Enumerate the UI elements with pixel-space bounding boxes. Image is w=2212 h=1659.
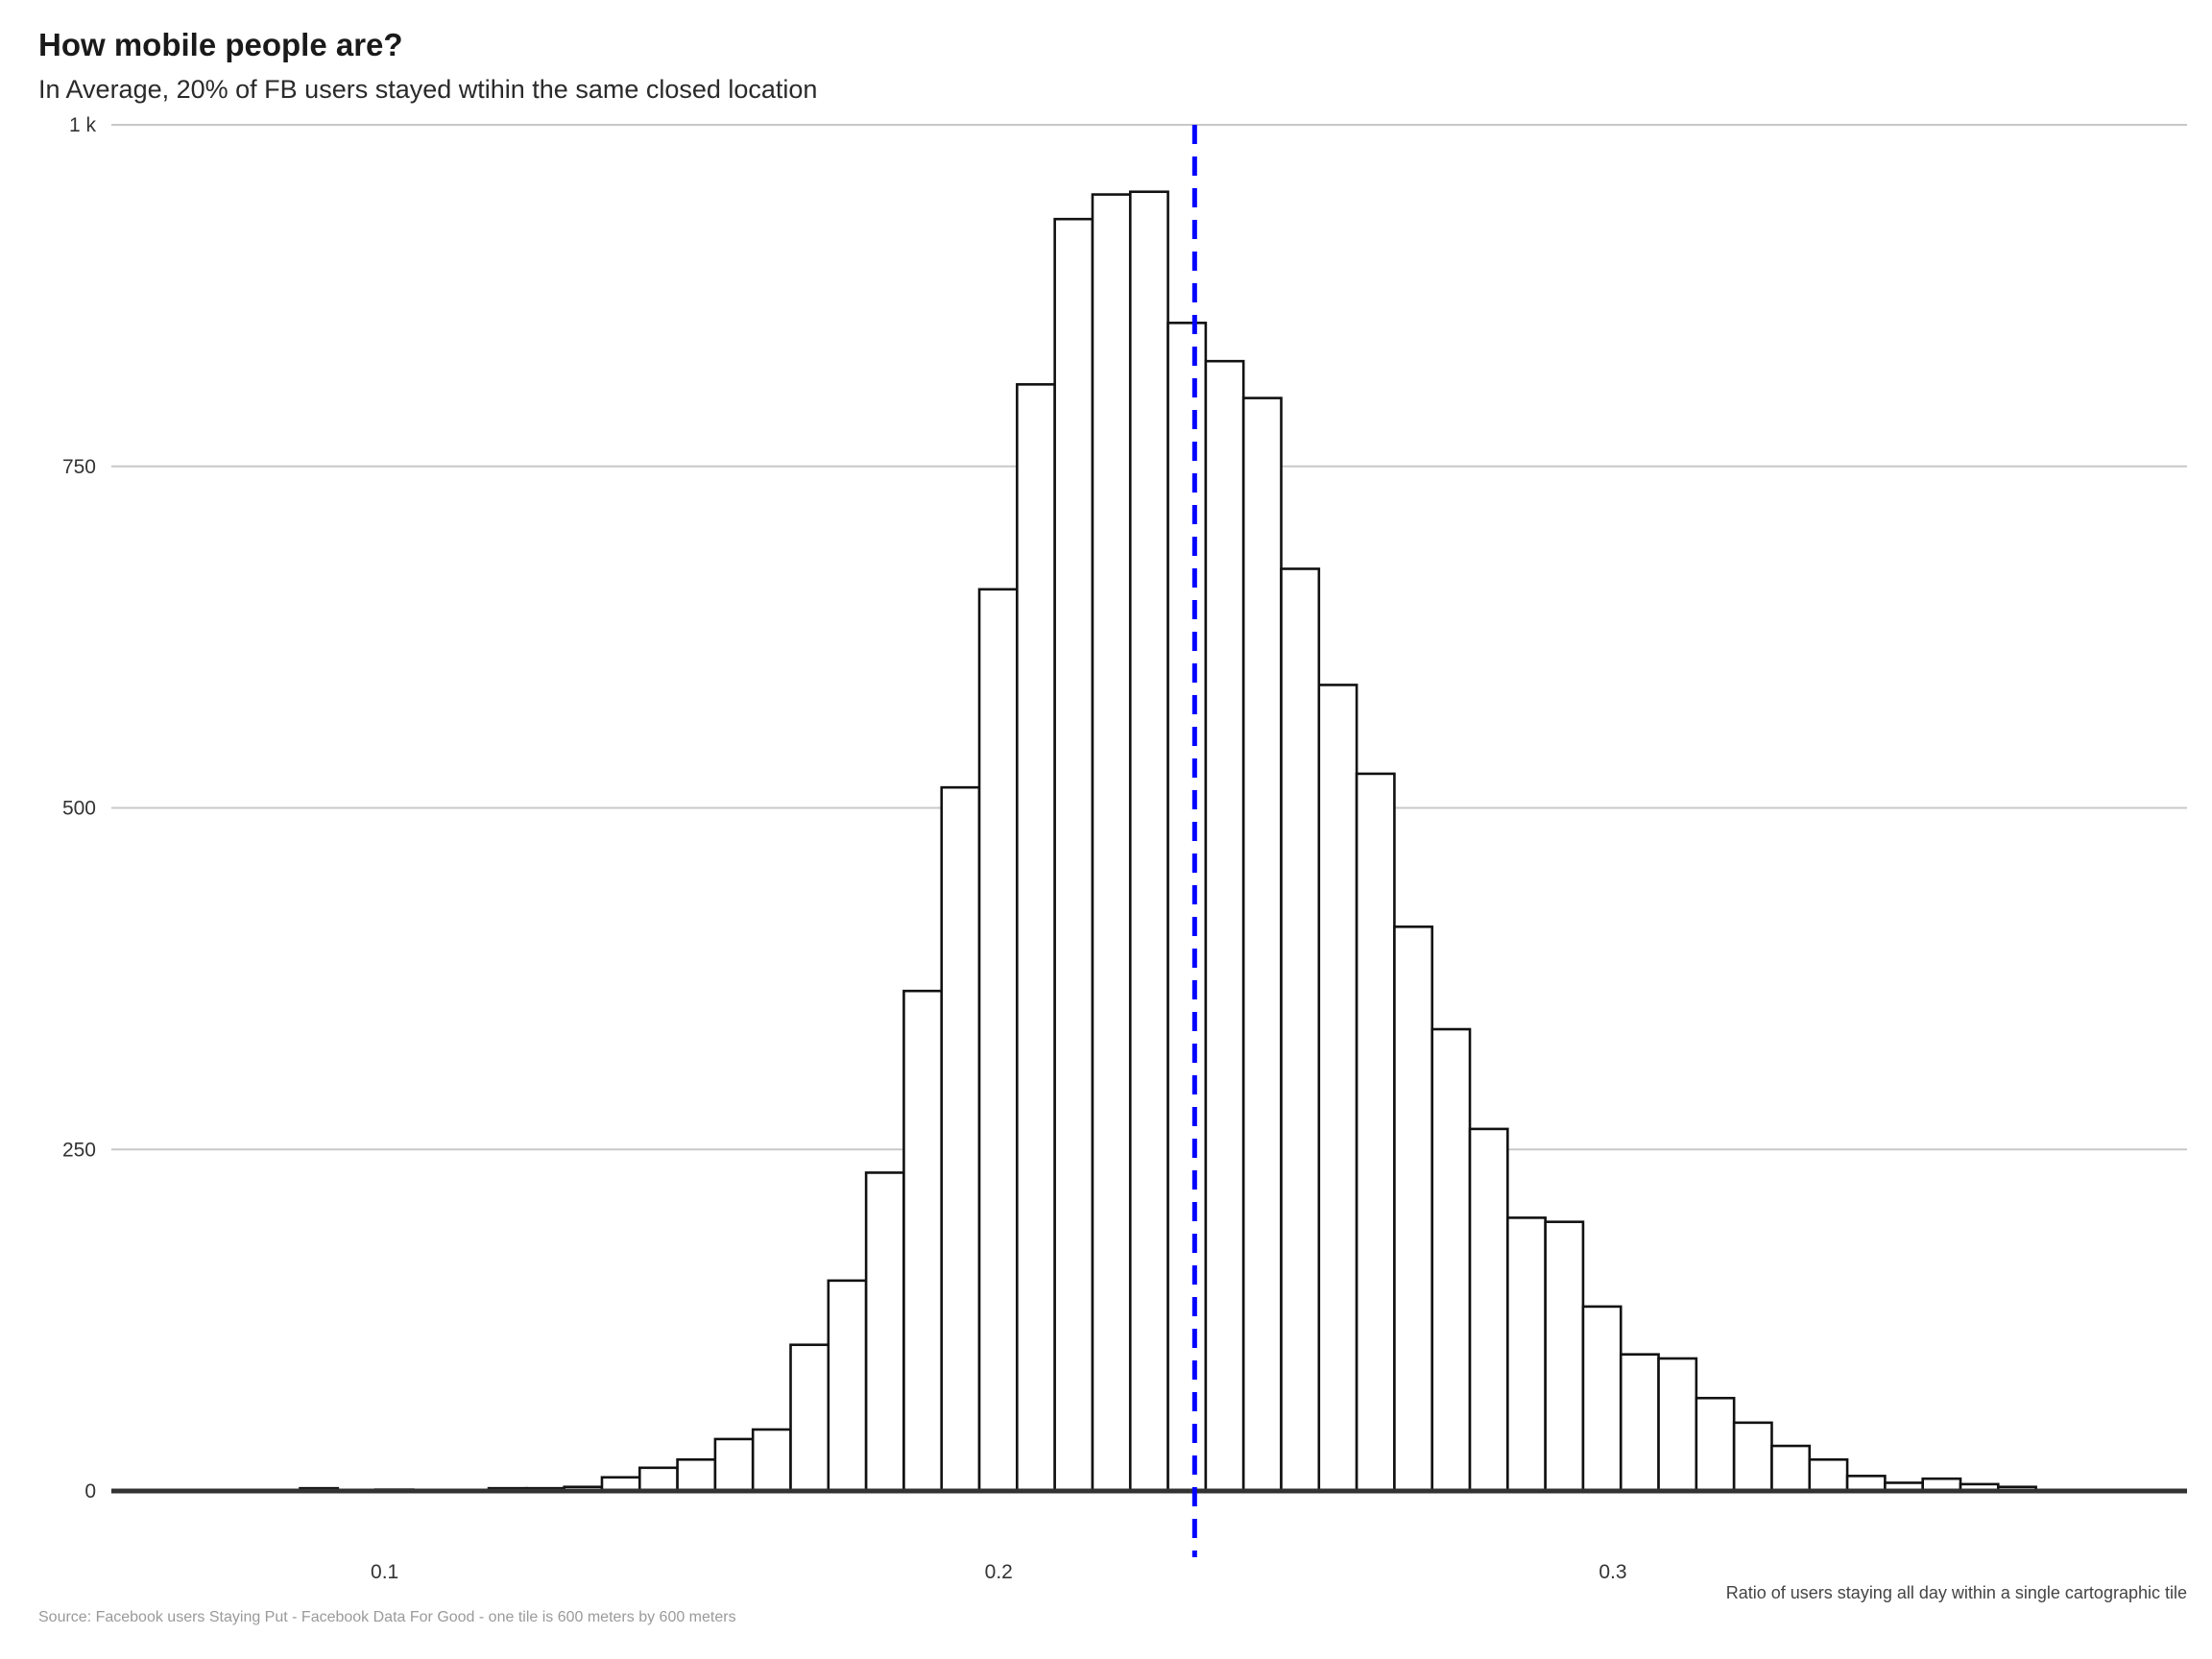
histogram-bar-30 [1241, 397, 1283, 1493]
x-tick-label-0: 0.1 [371, 1561, 398, 1583]
chart-title: How mobile people are? [38, 27, 403, 62]
source-caption: Source: Facebook users Staying Put - Fac… [38, 1609, 736, 1625]
y-tick-label-2: 500 [62, 798, 96, 820]
y-tick-label-4: 1 k [69, 114, 97, 136]
histogram-bar-39 [1581, 1305, 1623, 1493]
histogram-bar-15 [676, 1457, 717, 1493]
histogram-bar-14 [637, 1466, 679, 1493]
histogram-bar-34 [1393, 926, 1434, 1493]
histogram-bar-16 [713, 1437, 755, 1493]
histogram-bars [299, 190, 2037, 1493]
histogram-bar-17 [751, 1428, 792, 1493]
histogram-bar-41 [1657, 1357, 1698, 1493]
histogram-bar-24 [1016, 383, 1056, 1493]
histogram-bar-22 [940, 785, 981, 1493]
histogram-bar-21 [902, 989, 944, 1493]
y-tick-label-0: 0 [84, 1480, 96, 1503]
x-tick-label-2: 0.3 [1599, 1561, 1626, 1583]
histogram-bar-36 [1468, 1127, 1509, 1493]
histogram-bar-25 [1053, 217, 1094, 1493]
histogram-bar-26 [1091, 193, 1132, 1493]
x-axis-label: Ratio of users staying all day within a … [1726, 1583, 2187, 1602]
histogram-bar-23 [977, 588, 1019, 1493]
histogram-bar-27 [1128, 190, 1169, 1493]
y-axis-ticks: 0 250 500 750 1 k [62, 114, 97, 1503]
x-tick-label-1: 0.2 [985, 1561, 1013, 1583]
histogram-bar-33 [1355, 772, 1396, 1493]
chart-subtitle: In Average, 20% of FB users stayed wtihi… [38, 75, 818, 104]
histogram-bar-37 [1506, 1216, 1547, 1493]
histogram-bar-19 [827, 1279, 868, 1493]
y-tick-label-1: 250 [62, 1139, 96, 1161]
histogram-bar-20 [864, 1171, 905, 1493]
histogram-bar-44 [1770, 1444, 1812, 1493]
histogram-bar-42 [1695, 1396, 1736, 1493]
histogram-bar-29 [1204, 359, 1245, 1493]
histogram-bar-43 [1732, 1421, 1773, 1493]
x-axis-ticks: 0.1 0.2 0.3 [371, 1561, 1626, 1583]
histogram-bar-28 [1166, 322, 1208, 1493]
histogram-bar-31 [1280, 567, 1321, 1493]
y-tick-label-3: 750 [62, 456, 96, 478]
histogram-bar-45 [1808, 1457, 1849, 1493]
histogram-bar-18 [789, 1343, 830, 1493]
histogram-bar-35 [1431, 1027, 1472, 1493]
histogram-bar-38 [1544, 1220, 1585, 1493]
histogram-bar-32 [1317, 684, 1358, 1493]
histogram-bar-40 [1619, 1353, 1660, 1493]
